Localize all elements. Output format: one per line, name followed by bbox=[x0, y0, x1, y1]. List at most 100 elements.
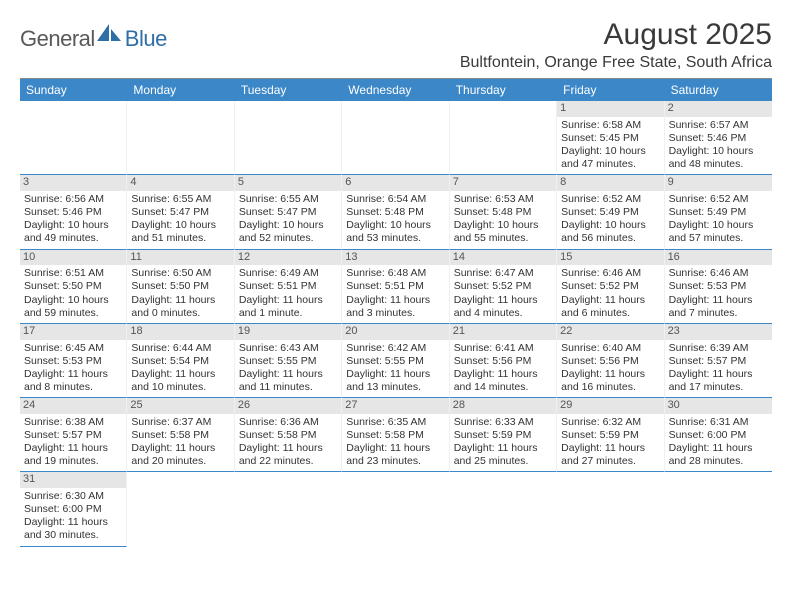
empty-cell bbox=[342, 472, 449, 546]
daylight-line: Daylight: 11 hours and 6 minutes. bbox=[561, 294, 659, 320]
sunrise-line: Sunrise: 6:31 AM bbox=[669, 416, 768, 429]
day-cell: 16Sunrise: 6:46 AMSunset: 5:53 PMDayligh… bbox=[665, 250, 772, 324]
daylight-line: Daylight: 11 hours and 16 minutes. bbox=[561, 368, 659, 394]
daylight-line: Daylight: 10 hours and 56 minutes. bbox=[561, 219, 659, 245]
sunset-line: Sunset: 5:51 PM bbox=[346, 280, 444, 293]
day-cell: 23Sunrise: 6:39 AMSunset: 5:57 PMDayligh… bbox=[665, 324, 772, 398]
day-cell: 3Sunrise: 6:56 AMSunset: 5:46 PMDaylight… bbox=[20, 175, 127, 249]
sunrise-line: Sunrise: 6:46 AM bbox=[561, 267, 659, 280]
daylight-line: Daylight: 11 hours and 11 minutes. bbox=[239, 368, 337, 394]
daylight-line: Daylight: 11 hours and 28 minutes. bbox=[669, 442, 768, 468]
day-cell: 17Sunrise: 6:45 AMSunset: 5:53 PMDayligh… bbox=[20, 324, 127, 398]
sunrise-line: Sunrise: 6:46 AM bbox=[669, 267, 768, 280]
day-number: 2 bbox=[665, 101, 772, 117]
sunrise-line: Sunrise: 6:44 AM bbox=[131, 342, 229, 355]
daylight-line: Daylight: 11 hours and 23 minutes. bbox=[346, 442, 444, 468]
sunset-line: Sunset: 5:47 PM bbox=[131, 206, 229, 219]
daylight-line: Daylight: 11 hours and 10 minutes. bbox=[131, 368, 229, 394]
day-cell: 8Sunrise: 6:52 AMSunset: 5:49 PMDaylight… bbox=[557, 175, 664, 249]
day-number: 18 bbox=[127, 324, 233, 340]
day-cell: 28Sunrise: 6:33 AMSunset: 5:59 PMDayligh… bbox=[450, 398, 557, 472]
sunset-line: Sunset: 5:56 PM bbox=[454, 355, 552, 368]
day-number: 9 bbox=[665, 175, 772, 191]
sunrise-line: Sunrise: 6:56 AM bbox=[24, 193, 122, 206]
logo-text-blue: Blue bbox=[125, 26, 167, 52]
day-cell: 19Sunrise: 6:43 AMSunset: 5:55 PMDayligh… bbox=[235, 324, 342, 398]
sunrise-line: Sunrise: 6:52 AM bbox=[561, 193, 659, 206]
daylight-line: Daylight: 11 hours and 30 minutes. bbox=[24, 516, 122, 542]
sunrise-line: Sunrise: 6:35 AM bbox=[346, 416, 444, 429]
daylight-line: Daylight: 11 hours and 0 minutes. bbox=[131, 294, 229, 320]
month-title: August 2025 bbox=[460, 18, 772, 52]
sunset-line: Sunset: 5:49 PM bbox=[669, 206, 768, 219]
sunset-line: Sunset: 5:58 PM bbox=[346, 429, 444, 442]
sunset-line: Sunset: 5:55 PM bbox=[239, 355, 337, 368]
day-number: 8 bbox=[557, 175, 663, 191]
sunrise-line: Sunrise: 6:55 AM bbox=[131, 193, 229, 206]
sunrise-line: Sunrise: 6:51 AM bbox=[24, 267, 122, 280]
sunset-line: Sunset: 5:50 PM bbox=[131, 280, 229, 293]
weekday-header: Friday bbox=[557, 79, 664, 101]
daylight-line: Daylight: 11 hours and 22 minutes. bbox=[239, 442, 337, 468]
daylight-line: Daylight: 11 hours and 4 minutes. bbox=[454, 294, 552, 320]
sunset-line: Sunset: 5:57 PM bbox=[24, 429, 122, 442]
daylight-line: Daylight: 11 hours and 3 minutes. bbox=[346, 294, 444, 320]
sunrise-line: Sunrise: 6:45 AM bbox=[24, 342, 122, 355]
weekday-header-row: SundayMondayTuesdayWednesdayThursdayFrid… bbox=[20, 78, 772, 101]
day-cell: 31Sunrise: 6:30 AMSunset: 6:00 PMDayligh… bbox=[20, 472, 127, 546]
sunset-line: Sunset: 5:52 PM bbox=[454, 280, 552, 293]
empty-cell bbox=[127, 101, 234, 175]
sunset-line: Sunset: 5:58 PM bbox=[239, 429, 337, 442]
day-cell: 6Sunrise: 6:54 AMSunset: 5:48 PMDaylight… bbox=[342, 175, 449, 249]
day-cell: 13Sunrise: 6:48 AMSunset: 5:51 PMDayligh… bbox=[342, 250, 449, 324]
weekday-header: Tuesday bbox=[235, 79, 342, 101]
sunset-line: Sunset: 5:56 PM bbox=[561, 355, 659, 368]
sunset-line: Sunset: 5:59 PM bbox=[454, 429, 552, 442]
day-cell: 11Sunrise: 6:50 AMSunset: 5:50 PMDayligh… bbox=[127, 250, 234, 324]
sunset-line: Sunset: 5:51 PM bbox=[239, 280, 337, 293]
day-cell: 10Sunrise: 6:51 AMSunset: 5:50 PMDayligh… bbox=[20, 250, 127, 324]
day-number: 17 bbox=[20, 324, 126, 340]
sunset-line: Sunset: 5:53 PM bbox=[669, 280, 768, 293]
day-number: 13 bbox=[342, 250, 448, 266]
empty-cell bbox=[450, 472, 557, 546]
sunset-line: Sunset: 5:58 PM bbox=[131, 429, 229, 442]
day-number: 28 bbox=[450, 398, 556, 414]
daylight-line: Daylight: 11 hours and 7 minutes. bbox=[669, 294, 768, 320]
sunrise-line: Sunrise: 6:40 AM bbox=[561, 342, 659, 355]
day-cell: 27 Sunrise: 6:35 AMSunset: 5:58 PMDayligh… bbox=[342, 398, 449, 472]
sunset-line: Sunset: 5:48 PM bbox=[346, 206, 444, 219]
sunrise-line: Sunrise: 6:55 AM bbox=[239, 193, 337, 206]
sunset-line: Sunset: 5:57 PM bbox=[669, 355, 768, 368]
sunrise-line: Sunrise: 6:30 AM bbox=[24, 490, 122, 503]
location: Bultfontein, Orange Free State, South Af… bbox=[460, 54, 772, 72]
day-cell: 20Sunrise: 6:42 AMSunset: 5:55 PMDayligh… bbox=[342, 324, 449, 398]
weekday-header: Thursday bbox=[450, 79, 557, 101]
empty-cell bbox=[557, 472, 664, 546]
sunrise-line: Sunrise: 6:47 AM bbox=[454, 267, 552, 280]
day-number: 3 bbox=[20, 175, 126, 191]
day-cell: 9Sunrise: 6:52 AMSunset: 5:49 PMDaylight… bbox=[665, 175, 772, 249]
daylight-line: Daylight: 11 hours and 14 minutes. bbox=[454, 368, 552, 394]
title-block: August 2025 Bultfontein, Orange Free Sta… bbox=[460, 18, 772, 72]
sunrise-line: Sunrise: 6:36 AM bbox=[239, 416, 337, 429]
day-number: 4 bbox=[127, 175, 233, 191]
weekday-header: Sunday bbox=[20, 79, 127, 101]
empty-cell bbox=[235, 101, 342, 175]
sunset-line: Sunset: 5:54 PM bbox=[131, 355, 229, 368]
day-cell: 2Sunrise: 6:57 AMSunset: 5:46 PMDaylight… bbox=[665, 101, 772, 175]
weekday-header: Wednesday bbox=[342, 79, 449, 101]
daylight-line: Daylight: 10 hours and 49 minutes. bbox=[24, 219, 122, 245]
sunrise-line: Sunrise: 6:57 AM bbox=[669, 119, 768, 132]
day-cell: 24Sunrise: 6:38 AMSunset: 5:57 PMDayligh… bbox=[20, 398, 127, 472]
sunset-line: Sunset: 5:45 PM bbox=[561, 132, 659, 145]
sunset-line: Sunset: 5:48 PM bbox=[454, 206, 552, 219]
day-number: 7 bbox=[450, 175, 556, 191]
day-number: 27 bbox=[342, 398, 448, 414]
day-number: 31 bbox=[20, 472, 126, 488]
sunrise-line: Sunrise: 6:38 AM bbox=[24, 416, 122, 429]
day-cell: 26 Sunrise: 6:36 AMSunset: 5:58 PMDayligh… bbox=[235, 398, 342, 472]
day-number: 30 bbox=[665, 398, 772, 414]
day-number: 26 bbox=[235, 398, 341, 414]
sunrise-line: Sunrise: 6:54 AM bbox=[346, 193, 444, 206]
